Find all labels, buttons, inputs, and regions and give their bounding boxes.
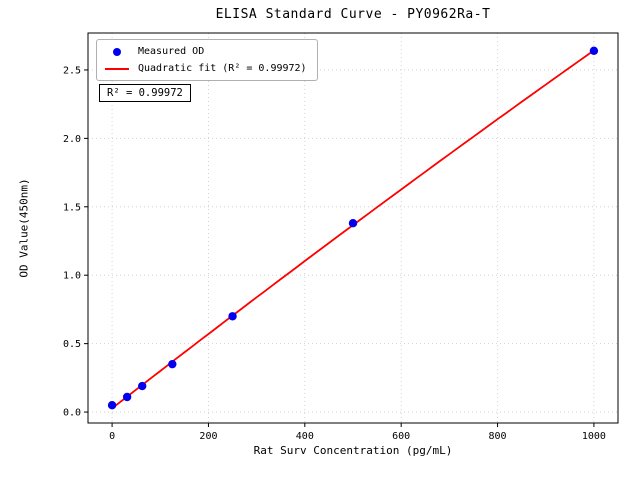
y-tick-label: 2.0 (63, 134, 81, 145)
data-point (122, 392, 132, 402)
chart-title: ELISA Standard Curve - PY0962Ra-T (215, 7, 491, 22)
legend-dot-marker-icon (113, 47, 121, 56)
r-squared-annotation: R² = 0.99972 (99, 84, 191, 102)
legend-label: Quadratic fit (R² = 0.99972) (138, 63, 307, 74)
y-axis-label: OD Value(450nm) (17, 178, 31, 278)
data-point (228, 312, 237, 321)
x-axis-label: Rat Surv Concentration (pg/mL) (253, 444, 453, 457)
y-tick-label: 1.0 (63, 271, 81, 282)
y-tick-label: 0.5 (63, 339, 81, 350)
x-tick-label: 200 (199, 431, 217, 442)
legend-label: Measured OD (138, 46, 205, 57)
data-point (138, 381, 147, 391)
data-point (107, 401, 117, 410)
x-tick-label: 0 (109, 431, 115, 442)
x-tick-label: 1000 (582, 431, 606, 442)
y-tick-label: 1.5 (63, 202, 81, 213)
data-point (348, 219, 358, 228)
quadratic-fit-line (111, 49, 595, 410)
y-tick-label: 2.5 (63, 65, 81, 76)
legend: Measured OD Quadratic fit (R² = 0.99972) (96, 39, 318, 81)
data-point (589, 46, 599, 55)
axes-frame (87, 32, 619, 424)
legend-line-marker-icon (105, 67, 129, 70)
x-tick-label: 400 (296, 431, 314, 442)
legend-item-measured-od: Measured OD (105, 45, 307, 58)
y-tick-label: 0.0 (63, 408, 81, 419)
data-point (168, 359, 177, 369)
x-tick-label: 600 (392, 431, 410, 442)
x-tick-label: 800 (489, 431, 507, 442)
legend-item-quadratic-fit: Quadratic fit (R² = 0.99972) (105, 62, 307, 75)
